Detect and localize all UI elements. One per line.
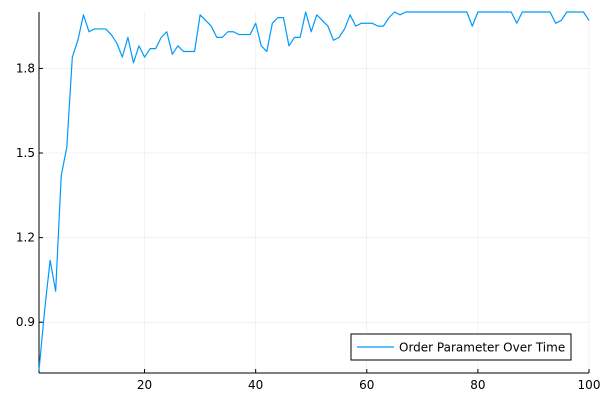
- legend-label: Order Parameter Over Time: [399, 341, 565, 355]
- y-tick-label: 1.8: [16, 61, 35, 75]
- y-tick-label: 0.9: [16, 315, 35, 329]
- x-tick-label: 100: [578, 378, 600, 392]
- x-tick-label: 40: [248, 378, 263, 392]
- axis-ticks: 20 40 60 80 100 0.9 1.2 1.5 1.8: [16, 61, 600, 392]
- y-tick-label: 1.2: [16, 231, 35, 245]
- x-tick-label: 20: [137, 378, 152, 392]
- series-group: [38, 11, 590, 371]
- x-tick-label: 80: [470, 378, 485, 392]
- x-tick-label: 60: [359, 378, 374, 392]
- series-line: [38, 11, 590, 371]
- legend: Order Parameter Over Time: [350, 333, 572, 361]
- y-tick-label: 1.5: [16, 146, 35, 160]
- grid-lines: [39, 12, 590, 373]
